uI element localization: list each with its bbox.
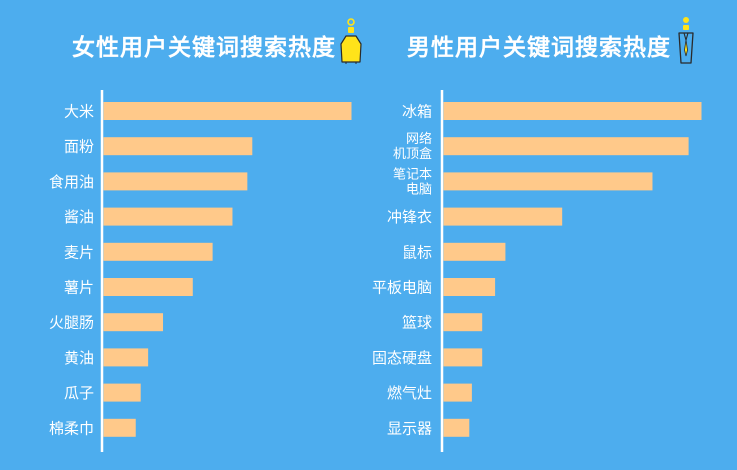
female-bar <box>103 207 233 226</box>
male-bar <box>443 242 506 261</box>
male-category-label: 显示器 <box>387 419 432 437</box>
male-bar <box>443 102 702 120</box>
female-category-label: 食用油 <box>49 173 94 191</box>
male-category-label: 笔记本电脑 <box>393 166 432 197</box>
male-category-label: 平板电脑 <box>372 279 432 297</box>
male-bar <box>443 137 689 156</box>
female-bar <box>103 383 141 402</box>
male-category-label: 篮球 <box>402 314 432 332</box>
female-bar <box>103 278 193 296</box>
female-category-label: 瓜子 <box>64 384 94 402</box>
female-bar <box>103 418 136 437</box>
female-category-label: 麦片 <box>64 243 94 261</box>
female-bar <box>103 348 149 367</box>
male-bar <box>443 383 472 402</box>
male-bar <box>443 418 470 437</box>
female-chart-title: 女性用户关键词搜索热度 <box>72 35 336 61</box>
male-category-label: 网络机顶盒 <box>393 131 432 162</box>
female-category-label: 黄油 <box>64 349 94 367</box>
female-category-label: 棉柔巾 <box>49 419 94 437</box>
female-category-label: 火腿肠 <box>49 314 94 332</box>
female-figure-icon <box>340 18 362 64</box>
female-bar <box>103 313 164 332</box>
male-bar <box>443 172 653 191</box>
female-category-label: 面粉 <box>64 138 94 156</box>
male-figure-icon <box>678 17 694 64</box>
male-bar <box>443 313 483 332</box>
male-category-label: 固态硬盘 <box>372 349 432 367</box>
female-category-label: 薯片 <box>64 279 94 297</box>
male-chart-title: 男性用户关键词搜索热度 <box>407 35 671 61</box>
male-category-label: 燃气灶 <box>387 384 432 402</box>
male-bar <box>443 207 563 226</box>
female-bar <box>103 242 213 261</box>
male-category-label: 鼠标 <box>402 243 432 261</box>
male-bar <box>443 278 496 296</box>
male-category-label: 冲锋衣 <box>387 208 432 226</box>
female-bar <box>103 137 253 156</box>
female-category-label: 大米 <box>64 103 94 121</box>
male-category-label: 冰箱 <box>402 103 432 121</box>
male-bar <box>443 348 483 367</box>
female-bar <box>103 102 352 120</box>
female-bar <box>103 172 248 191</box>
female-category-label: 酱油 <box>64 208 94 226</box>
